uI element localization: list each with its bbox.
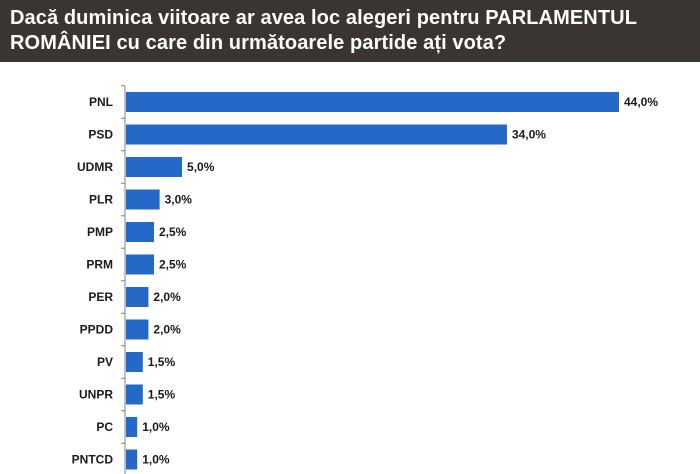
category-label: PC [96, 420, 113, 434]
bar-pnl [126, 92, 619, 112]
category-label: PPDD [80, 323, 114, 337]
value-label: 2,5% [159, 225, 187, 239]
chart-header: Dacă duminica viitoare ar avea loc alege… [0, 0, 700, 62]
bar-psd [126, 124, 507, 145]
category-label: PNTCD [72, 453, 114, 467]
value-label: 1,5% [148, 388, 176, 402]
bar-ppdd [126, 319, 149, 340]
value-label: 2,5% [159, 258, 187, 272]
value-label: 34,0% [512, 128, 546, 142]
bar-pmp [126, 222, 155, 242]
category-label: UDMR [77, 160, 113, 174]
value-label: 44,0% [624, 95, 658, 109]
category-label: PMP [87, 225, 113, 239]
bar-pv [126, 352, 143, 372]
category-label: PNL [89, 95, 113, 109]
value-label: 1,0% [142, 453, 170, 467]
category-label: PER [88, 290, 113, 304]
bars-layer: PNL 44,0% PSD 34,0% UDMR 5,0% PLR 3,0% PMP 2,5% PR… [72, 85, 658, 474]
bar-plr [126, 189, 160, 210]
bar-pntcd [126, 449, 138, 470]
value-label: 3,0% [165, 193, 193, 207]
value-label: 2,0% [153, 290, 181, 304]
value-label: 2,0% [153, 323, 181, 337]
category-label: PV [97, 355, 113, 369]
value-label: 1,5% [148, 355, 176, 369]
bar-pc [126, 417, 138, 437]
value-label: 1,0% [142, 420, 170, 434]
chart-title: Dacă duminica viitoare ar avea loc alege… [10, 7, 637, 54]
category-label: PSD [88, 128, 113, 142]
category-label: PRM [86, 258, 113, 272]
bar-per [126, 287, 149, 307]
category-label: UNPR [79, 388, 113, 402]
bar-unpr [126, 384, 143, 405]
bar-udmr [126, 157, 183, 177]
bar-prm [126, 254, 155, 275]
value-label: 5,0% [187, 160, 215, 174]
bar-chart: PNL 44,0% PSD 34,0% UDMR 5,0% PLR 3,0% PMP 2,5% PR… [72, 85, 658, 474]
category-label: PLR [89, 193, 113, 207]
